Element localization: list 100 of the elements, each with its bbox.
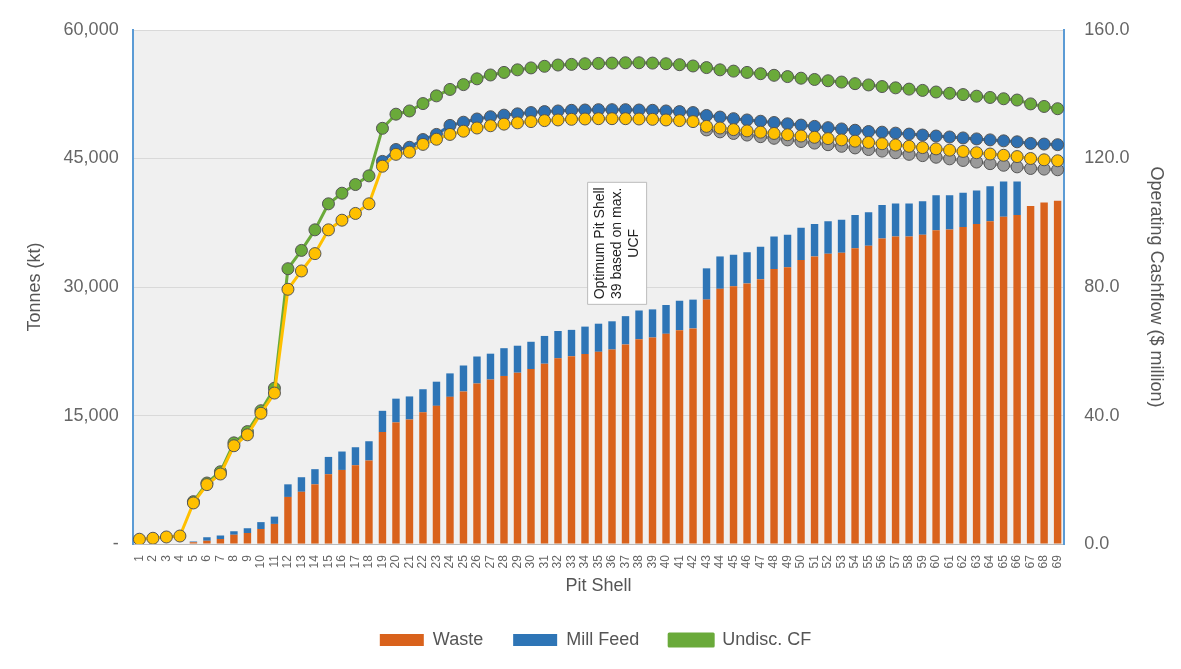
x-tick-label: 28 xyxy=(496,554,511,569)
bar xyxy=(351,447,360,466)
bar xyxy=(311,484,319,544)
bar xyxy=(594,323,603,352)
bar xyxy=(986,186,994,222)
bar xyxy=(527,369,535,544)
bar xyxy=(675,300,684,331)
bar xyxy=(770,236,778,270)
x-tick-label: 61 xyxy=(941,554,956,569)
bar xyxy=(486,353,495,380)
x-tick-label: 5 xyxy=(185,554,200,562)
x-tick-label: 43 xyxy=(698,554,713,569)
bar xyxy=(513,372,522,544)
bar xyxy=(743,283,751,544)
bar xyxy=(675,330,684,544)
x-tick-label: 64 xyxy=(982,554,997,569)
bar xyxy=(554,330,562,359)
y-tick-label: - xyxy=(112,533,119,554)
bar xyxy=(513,345,522,373)
bar xyxy=(743,252,751,284)
point xyxy=(767,116,781,130)
bar xyxy=(324,474,333,544)
bar xyxy=(324,456,333,475)
point xyxy=(1010,135,1024,149)
point xyxy=(794,118,808,132)
point xyxy=(956,131,970,145)
bar xyxy=(891,203,900,237)
bar xyxy=(824,221,832,254)
bar xyxy=(257,528,265,544)
bar xyxy=(729,286,738,544)
bar xyxy=(567,329,576,357)
y2-tick-label: 0.0 xyxy=(1084,533,1110,554)
bar xyxy=(986,221,994,544)
bar xyxy=(932,195,940,231)
bar xyxy=(837,219,846,253)
x-tick-label: 47 xyxy=(752,554,767,569)
x-tick-label: 22 xyxy=(415,554,430,569)
bar xyxy=(473,356,481,384)
x-tick-label: 17 xyxy=(347,554,362,569)
y2-axis-title: Operating Cashflow ($ million) xyxy=(1147,166,1168,408)
x-tick-label: 21 xyxy=(401,554,416,569)
bar xyxy=(648,309,657,338)
bar xyxy=(540,363,549,544)
bar xyxy=(824,253,832,544)
x-tick-label: 14 xyxy=(307,554,322,569)
point xyxy=(740,113,754,127)
bar xyxy=(338,469,346,544)
bar xyxy=(945,229,954,544)
point xyxy=(713,110,727,124)
bar xyxy=(689,299,697,329)
bar xyxy=(284,484,292,497)
x-tick-label: 57 xyxy=(887,554,902,569)
annotation: Optimum Pit Shell 39 based on max. UCF xyxy=(591,187,641,300)
x-tick-label: 63 xyxy=(968,554,983,569)
x-tick-label: 51 xyxy=(806,554,821,569)
x-tick-label: 46 xyxy=(739,554,754,569)
y-tick-label: 60,000 xyxy=(63,18,119,39)
bar xyxy=(999,216,1008,544)
bar xyxy=(662,305,670,334)
x-tick-label: 6 xyxy=(199,554,214,562)
x-tick-label: 3 xyxy=(158,554,173,562)
bar xyxy=(783,267,792,544)
bar xyxy=(608,349,616,544)
point xyxy=(727,112,741,126)
bar xyxy=(621,316,630,345)
x-tick-label: 15 xyxy=(320,554,335,569)
bar xyxy=(837,252,846,544)
y-axis-title: Tonnes (kt) xyxy=(23,242,44,332)
point xyxy=(754,114,768,128)
bar xyxy=(770,269,778,544)
x-tick-label: 52 xyxy=(820,554,835,569)
point xyxy=(875,125,889,139)
x-tick-label: 40 xyxy=(658,554,673,569)
y2-tick-label: 120.0 xyxy=(1084,147,1130,168)
x-tick-label: 26 xyxy=(469,554,484,569)
legend-label: Mill Feed xyxy=(566,628,640,649)
x-tick-label: 20 xyxy=(388,554,403,569)
x-tick-label: 53 xyxy=(833,554,848,569)
bar xyxy=(905,203,913,237)
bar xyxy=(905,236,913,544)
bar xyxy=(999,181,1008,217)
bar xyxy=(567,356,576,544)
x-tick-label: 68 xyxy=(1036,554,1051,569)
x-tick-label: 12 xyxy=(280,554,295,569)
bar xyxy=(635,339,643,544)
bar xyxy=(702,268,711,300)
point xyxy=(700,108,714,122)
point xyxy=(862,125,876,139)
x-tick-label: 42 xyxy=(685,554,700,569)
bar xyxy=(716,256,724,289)
x-tick-label: 36 xyxy=(604,554,619,569)
point xyxy=(902,127,916,141)
x-tick-label: 13 xyxy=(293,554,308,569)
bar xyxy=(257,522,265,529)
bar xyxy=(716,288,724,544)
x-tick-label: 65 xyxy=(995,554,1010,569)
bar xyxy=(351,465,360,544)
x-tick-label: 31 xyxy=(536,554,551,569)
y2-tick-label: 80.0 xyxy=(1084,275,1120,296)
bar xyxy=(432,405,441,544)
